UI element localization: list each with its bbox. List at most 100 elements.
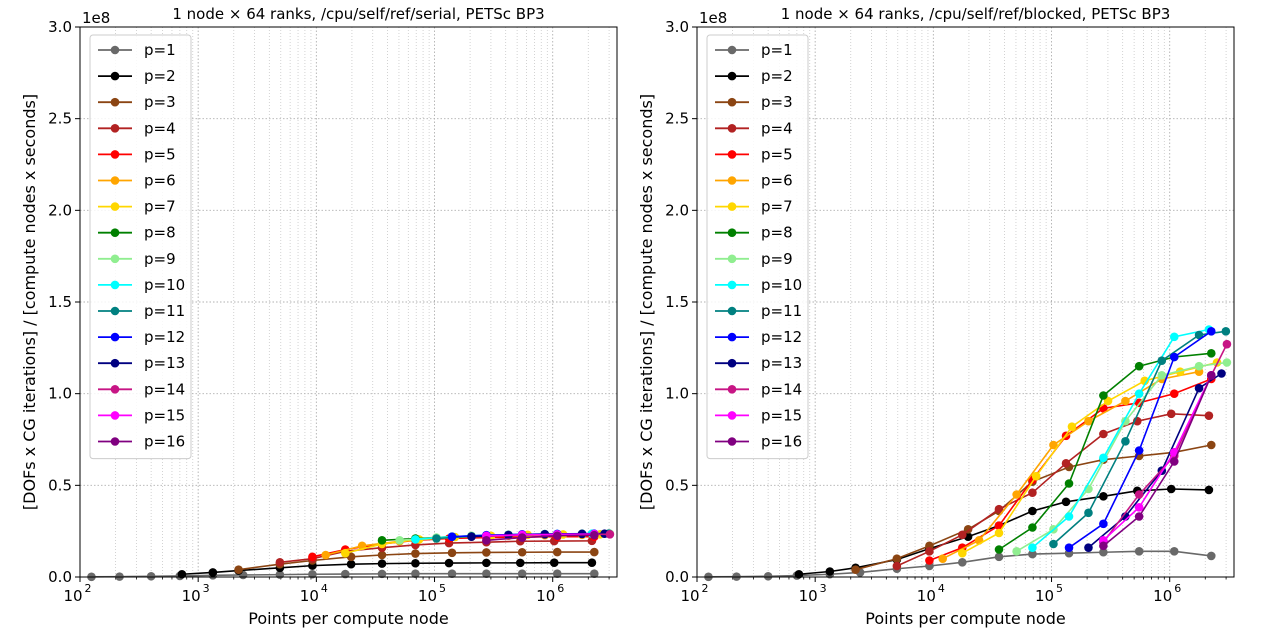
legend-marker (110, 385, 120, 394)
legend-label: p=10 (761, 276, 802, 294)
x-tick-label-exponent: 3 (820, 582, 827, 595)
plot-frame (79, 26, 618, 578)
legend-marker (727, 150, 737, 159)
legend-marker (727, 280, 737, 290)
x-tick-label-exponent: 6 (557, 582, 564, 595)
series-p-4 (892, 409, 1214, 571)
data-point (1028, 549, 1037, 559)
legend-marker (727, 202, 737, 211)
data-point (1169, 389, 1179, 398)
data-point (308, 552, 317, 562)
x-tick-label-base: 10 (799, 587, 818, 605)
data-point (605, 529, 615, 539)
data-point (1099, 541, 1108, 551)
y-tick-label: 2.5 (665, 110, 689, 128)
data-point (1099, 519, 1108, 529)
data-point (482, 558, 491, 568)
data-point (411, 535, 420, 544)
data-point (1157, 371, 1167, 380)
series-line (798, 488, 1209, 576)
series-p-1 (87, 569, 599, 582)
legend-marker (110, 437, 120, 446)
x-tick-label-base: 10 (300, 587, 319, 605)
legend-marker (110, 358, 120, 368)
legend-marker (110, 280, 120, 290)
data-point (1194, 330, 1204, 340)
y-tick-label: 0.0 (665, 568, 689, 586)
data-point (1194, 383, 1204, 393)
data-point (1067, 422, 1077, 431)
legend-box (706, 34, 809, 460)
data-point (1134, 389, 1144, 398)
data-point (515, 558, 525, 568)
data-point (1012, 490, 1021, 499)
data-point (447, 548, 457, 558)
series-line (896, 413, 1209, 567)
data-point (1099, 391, 1108, 400)
legend-label: p=9 (144, 250, 176, 268)
data-point (994, 521, 1004, 530)
data-point (1084, 543, 1093, 552)
data-point (1064, 543, 1074, 552)
data-point (1099, 429, 1108, 439)
data-point (552, 531, 562, 541)
data-point (1061, 459, 1071, 468)
legend-label: p=11 (761, 302, 802, 320)
series-line (1102, 374, 1213, 541)
chart-title: 1 node × 64 ranks, /cpu/self/ref/serial,… (172, 5, 544, 23)
data-point (994, 528, 1004, 538)
y-tick-label: 3.0 (48, 18, 72, 36)
data-point (925, 556, 934, 565)
data-point (1084, 508, 1093, 518)
data-point (1206, 551, 1216, 561)
data-point (587, 558, 597, 567)
y-axis-label: [DOFs x CG iterations] / [compute nodes … (20, 94, 39, 510)
data-point (411, 558, 420, 568)
data-point (957, 530, 967, 540)
data-point (1169, 547, 1179, 556)
data-point (1061, 497, 1071, 507)
data-point (234, 565, 243, 574)
data-point (825, 567, 835, 576)
y-tick-label: 2.0 (665, 201, 689, 219)
data-point (1206, 440, 1216, 450)
data-point (1049, 440, 1058, 450)
legend-label: p=12 (761, 328, 802, 346)
data-point (482, 548, 491, 557)
chart-panel-2: 10 2 10 3 10 4 10 5 10 60.00.51.01.52.02.53.01 no… (637, 5, 1235, 628)
legend-label: p=6 (761, 172, 793, 190)
legend-marker (110, 254, 120, 264)
data-point (1206, 371, 1216, 380)
legend-label: p=13 (761, 354, 802, 372)
legend-label: p=14 (144, 380, 185, 398)
data-point (275, 558, 285, 567)
data-point (549, 558, 559, 567)
legend-label: p=7 (761, 198, 793, 216)
data-point (1140, 376, 1149, 386)
y-offset-multiplier: 1e8 (699, 9, 727, 27)
legend-label: p=10 (144, 276, 185, 294)
data-point (1222, 339, 1232, 349)
data-point (1121, 437, 1130, 446)
data-point (444, 558, 454, 568)
data-point (925, 547, 934, 556)
data-point (1049, 539, 1058, 549)
legend-label: p=16 (761, 433, 802, 451)
legend-marker (110, 150, 120, 159)
y-tick-label: 0.0 (48, 568, 72, 586)
legend-label: p=2 (761, 67, 793, 85)
data-point (957, 548, 967, 558)
data-point (892, 554, 902, 563)
chart-title: 1 node × 64 ranks, /cpu/self/ref/blocked… (781, 5, 1171, 23)
data-point (1134, 490, 1144, 499)
data-point (411, 569, 420, 578)
data-point (994, 504, 1004, 514)
data-point (1169, 352, 1179, 362)
legend-marker (110, 71, 120, 81)
data-point (411, 549, 420, 558)
legend-label: p=1 (144, 41, 176, 59)
data-point (1169, 332, 1179, 342)
x-tick-label-exponent: 5 (1056, 582, 1063, 595)
data-point (1166, 484, 1176, 494)
